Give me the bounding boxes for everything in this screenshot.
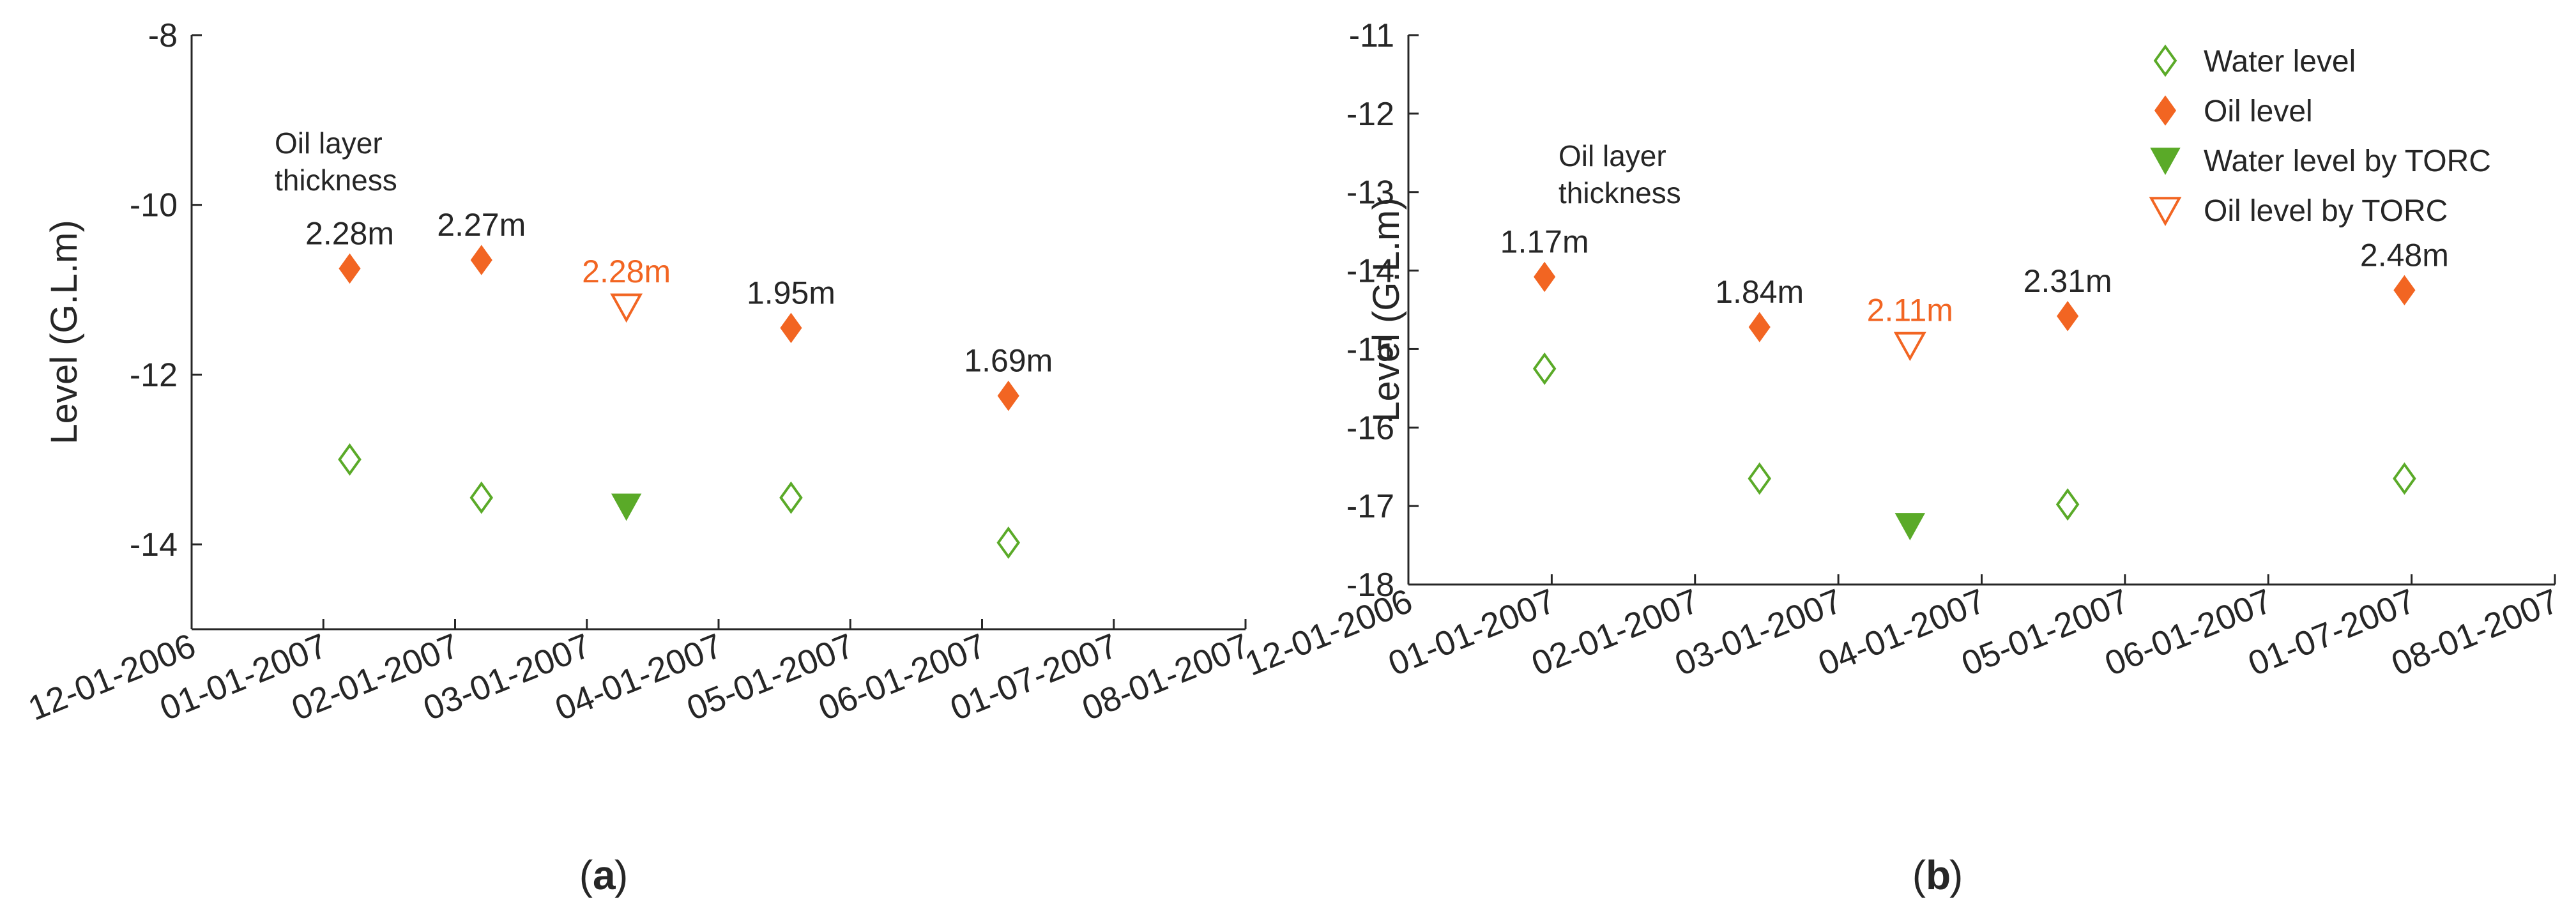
y-tick-label: -8 — [148, 17, 178, 54]
data-point — [2057, 301, 2079, 332]
data-point — [338, 443, 362, 476]
annotation-title-line: Oil layer — [275, 126, 383, 160]
legend-marker — [2153, 44, 2177, 77]
y-tick-label: -17 — [1346, 488, 1394, 525]
caption-b-close: ) — [1949, 852, 1963, 898]
data-point — [1893, 332, 1926, 362]
y-tick-label: -14 — [130, 526, 178, 563]
y-tick-label: -11 — [1349, 17, 1394, 54]
data-point — [1748, 462, 1772, 495]
data-point — [1894, 513, 1926, 540]
legend-label: Water level by TORC — [2204, 144, 2491, 178]
y-tick-label: -15 — [1346, 331, 1394, 368]
panel-b: -11-12-13-14-15-16-17-1812-01-200601-01-… — [1240, 17, 2565, 684]
y-tick-label: -18 — [1346, 567, 1394, 604]
y-axis-label: Level (G.L.m) — [43, 220, 85, 444]
y-tick-label: -14 — [1346, 253, 1394, 290]
data-point — [611, 493, 642, 521]
panel-a: -8-10-12-1412-01-200601-01-200702-01-200… — [23, 17, 1255, 728]
data-label: 1.69m — [964, 343, 1053, 379]
y-tick-label: -13 — [1346, 174, 1394, 211]
data-point — [469, 481, 494, 514]
captions: ( a ) ( b ) — [579, 852, 1963, 898]
caption-a-label: a — [593, 852, 616, 898]
data-point — [2393, 275, 2416, 305]
legend-label: Oil level — [2204, 95, 2313, 128]
y-tick-label: -10 — [130, 187, 178, 224]
data-label: 1.17m — [1500, 224, 1589, 259]
annotation-title-line: Oil layer — [1559, 139, 1666, 172]
data-label: 2.48m — [2360, 237, 2449, 273]
legend-label: Water level — [2204, 45, 2356, 79]
legend-label: Oil level by TORC — [2204, 194, 2448, 228]
data-point — [2393, 462, 2416, 495]
data-point — [339, 253, 361, 284]
x-tick-label: 08-01-2007 — [2386, 581, 2565, 683]
data-point — [997, 380, 1019, 411]
caption-b-label: b — [1926, 852, 1951, 898]
y-tick-label: -12 — [130, 356, 178, 394]
data-point — [996, 526, 1021, 559]
data-label: 2.27m — [437, 207, 526, 243]
data-point — [1532, 352, 1557, 385]
data-point — [1534, 261, 1556, 293]
data-point — [780, 312, 802, 344]
caption-a-open: ( — [579, 852, 593, 898]
data-label: 2.28m — [582, 254, 671, 289]
data-label: 2.11m — [1867, 292, 1953, 328]
caption-b-open: ( — [1912, 852, 1926, 898]
data-point — [470, 245, 492, 275]
data-point — [779, 481, 803, 514]
data-point — [610, 293, 643, 323]
y-tick-label: -12 — [1346, 96, 1394, 133]
legend-marker — [2149, 197, 2182, 227]
data-label: 2.28m — [305, 215, 394, 251]
caption-a-close: ) — [614, 852, 628, 898]
annotation-title-line: thickness — [275, 164, 397, 197]
data-label: 1.95m — [747, 275, 835, 310]
legend-marker — [2154, 95, 2177, 126]
y-tick-label: -16 — [1346, 409, 1394, 447]
y-axis-label: Level (G.L.m) — [1366, 197, 1407, 422]
legend-marker — [2150, 148, 2181, 175]
annotation-title-line: thickness — [1559, 176, 1681, 210]
data-point — [2055, 488, 2080, 521]
data-label: 1.84m — [1715, 274, 1804, 310]
data-point — [1748, 312, 1771, 342]
data-label: 2.31m — [2023, 263, 2112, 299]
